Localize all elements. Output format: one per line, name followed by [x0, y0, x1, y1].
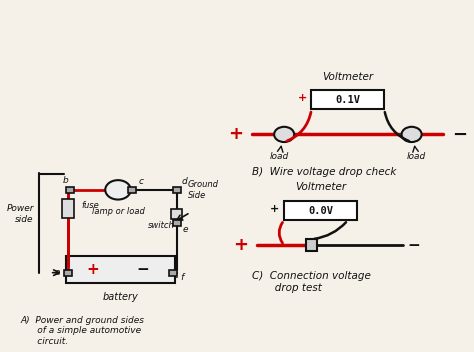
Text: 0.1V: 0.1V: [336, 95, 360, 105]
Text: - f: - f: [175, 274, 184, 282]
Text: Voltmeter: Voltmeter: [322, 71, 374, 82]
Bar: [64, 270, 72, 276]
Text: +: +: [270, 204, 280, 214]
Bar: [306, 239, 317, 251]
Bar: [128, 187, 136, 193]
Text: −: −: [137, 262, 149, 277]
Text: 0.0V: 0.0V: [308, 206, 333, 216]
Circle shape: [274, 127, 294, 142]
Bar: [173, 187, 181, 193]
Text: A)  Power and ground sides
      of a simple automotive
      circuit.: A) Power and ground sides of a simple au…: [20, 316, 144, 346]
Text: +: +: [87, 262, 100, 277]
Text: +: +: [228, 125, 243, 143]
Bar: [66, 256, 175, 283]
Bar: [311, 90, 384, 109]
Text: c: c: [139, 177, 144, 187]
Text: a: a: [54, 268, 60, 277]
Text: Power
side: Power side: [6, 205, 34, 224]
Text: +: +: [298, 93, 307, 103]
Text: −: −: [453, 125, 468, 143]
Text: Ground
Side: Ground Side: [188, 180, 219, 200]
Text: −: −: [407, 238, 420, 253]
Text: +: +: [233, 236, 248, 254]
Text: d: d: [181, 177, 187, 187]
Text: load: load: [407, 152, 426, 161]
Bar: [173, 220, 181, 226]
Bar: [284, 201, 357, 220]
Bar: [66, 187, 74, 193]
Text: fuse: fuse: [82, 201, 100, 210]
Text: switch: switch: [148, 221, 174, 230]
Circle shape: [105, 180, 131, 200]
Text: lamp or load: lamp or load: [91, 207, 145, 216]
Text: Voltmeter: Voltmeter: [295, 182, 346, 193]
Text: C)  Connection voltage
       drop test: C) Connection voltage drop test: [252, 271, 371, 293]
Text: b: b: [63, 176, 69, 185]
Bar: [62, 199, 73, 219]
Text: B)  Wire voltage drop check: B) Wire voltage drop check: [252, 167, 397, 177]
Circle shape: [401, 127, 422, 142]
Text: load: load: [270, 152, 289, 161]
Bar: [169, 270, 177, 276]
Text: battery: battery: [102, 292, 138, 302]
Bar: [171, 209, 182, 219]
Text: e: e: [182, 225, 188, 233]
